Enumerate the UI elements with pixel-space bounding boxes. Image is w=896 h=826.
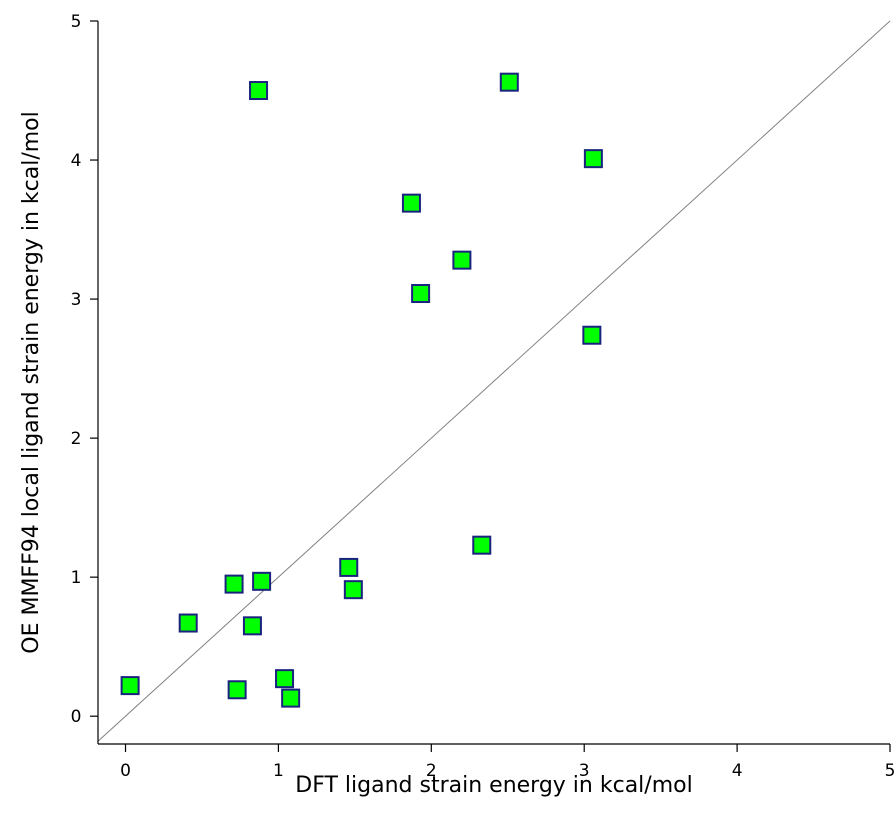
data-point [249,81,269,101]
data-point [339,557,359,577]
data-point [401,193,421,213]
data-points [120,72,603,708]
data-point [227,680,247,700]
y-tick-label: 5 [71,12,82,32]
x-tick-label: 1 [273,761,284,781]
x-tick-label: 2 [426,761,437,781]
data-point [120,676,140,696]
data-point [411,284,431,304]
x-tick-label: 3 [579,761,590,781]
x-tick-label: 5 [885,761,896,781]
y-tick-label: 4 [71,151,82,171]
data-point [452,250,472,270]
data-point [252,571,272,591]
x-tick-label: 0 [120,761,131,781]
y-tick-label: 2 [71,429,82,449]
data-point [275,669,295,689]
x-axis-title: DFT ligand strain energy in kcal/mol [295,773,692,798]
y-tick-label: 0 [71,707,82,727]
data-point [281,688,301,708]
data-point [178,613,198,633]
data-point [583,149,603,169]
data-point [242,616,262,636]
data-point [499,72,519,92]
data-point [472,535,492,555]
y-axis-title: OE MMFF94 local ligand strain energy in … [19,111,44,654]
data-point [582,325,602,345]
data-point [224,574,244,594]
y-tick-label: 3 [71,290,82,310]
axis-ticks: 0 1 2 3 4 5 0 1 2 3 4 5 [71,12,896,781]
x-tick-label: 4 [732,761,743,781]
identity-reference-line [97,20,891,742]
data-point [343,580,363,600]
y-tick-label: 1 [71,568,82,588]
